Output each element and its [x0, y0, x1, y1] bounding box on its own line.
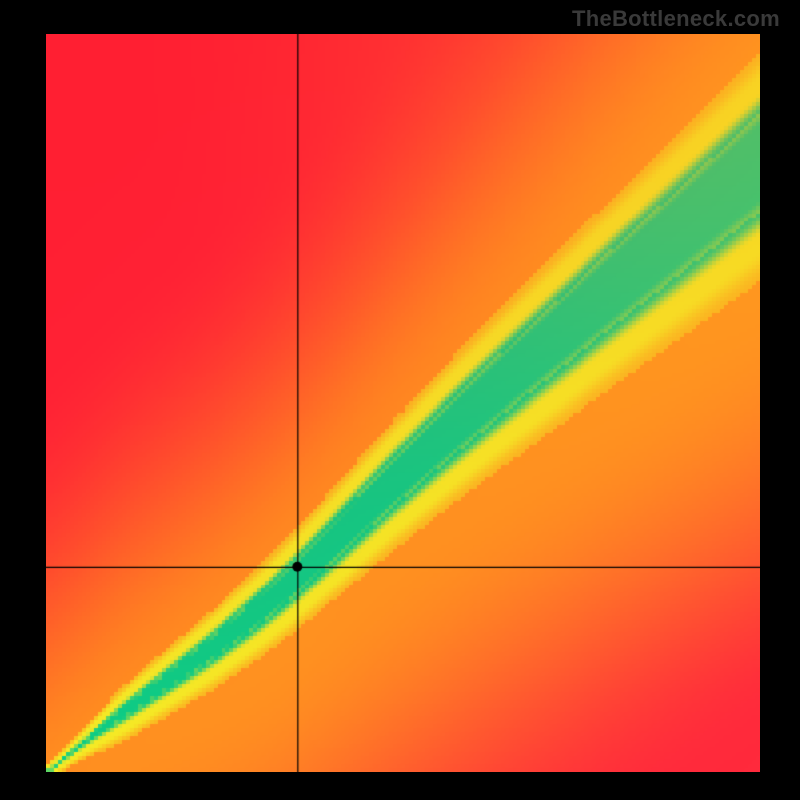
chart-container: TheBottleneck.com [0, 0, 800, 800]
plot-area [46, 34, 760, 772]
heatmap-canvas [46, 34, 760, 772]
watermark-text: TheBottleneck.com [572, 6, 780, 32]
